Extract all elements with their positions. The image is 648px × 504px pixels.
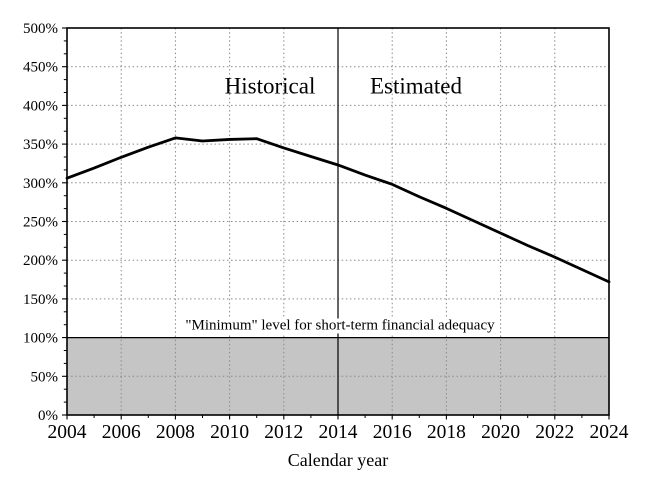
y-tick-label: 100% — [23, 331, 58, 347]
y-tick-label: 400% — [23, 98, 58, 114]
minimum-adequacy-label: "Minimum" level for short-term financial… — [182, 318, 498, 334]
y-tick-label: 300% — [23, 176, 58, 192]
y-tick-label: 500% — [23, 21, 58, 37]
y-tick-label: 0% — [38, 408, 58, 424]
y-tick-label: 200% — [23, 253, 58, 269]
x-tick-label: 2006 — [102, 422, 141, 443]
y-tick-label: 150% — [23, 292, 58, 308]
x-tick-label: 2016 — [373, 422, 412, 443]
x-tick-label: 2008 — [156, 422, 195, 443]
x-tick-label: 2024 — [590, 422, 629, 443]
x-tick-label: 2010 — [210, 422, 249, 443]
trust-fund-ratio-line — [65, 136, 611, 284]
historical-region-label: Historical — [224, 73, 316, 99]
x-tick-label: 2022 — [535, 422, 574, 443]
y-tick-label: 50% — [31, 369, 59, 385]
y-tick-label: 450% — [23, 60, 58, 76]
x-tick-label: 2004 — [48, 422, 87, 443]
y-tick-label: 250% — [23, 215, 58, 231]
x-tick-label: 2012 — [264, 422, 303, 443]
x-tick-label: 2018 — [427, 422, 466, 443]
x-axis-title: Calendar year — [287, 450, 389, 470]
x-tick-label: 2020 — [481, 422, 520, 443]
y-tick-label: 350% — [23, 137, 58, 153]
x-tick-label: 2014 — [319, 422, 358, 443]
estimated-region-label: Estimated — [370, 73, 462, 99]
